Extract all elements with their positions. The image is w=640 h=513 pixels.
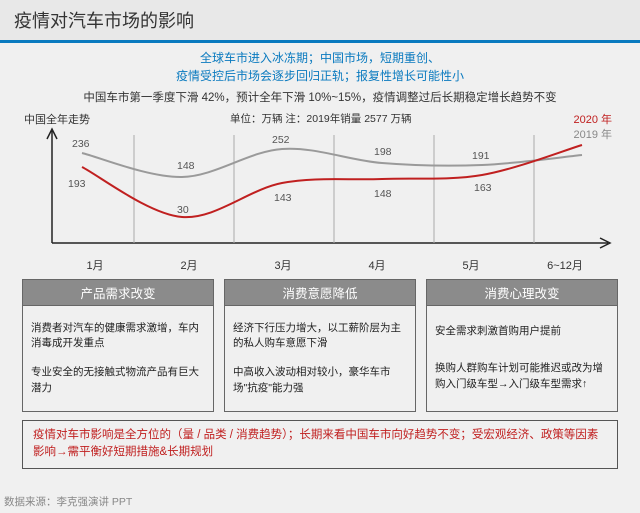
panel-text: 经济下行压力增大，以工薪阶层为主的私人购车意愿下滑 (233, 321, 407, 353)
panel-body: 经济下行压力增大，以工薪阶层为主的私人购车意愿下滑中高收入波动相对较小，豪华车市… (224, 306, 416, 412)
chart-unit-label: 单位：万辆 注：2019年销量 2577 万辆 (230, 111, 411, 126)
series-line-2019 (82, 149, 582, 177)
point-label: 30 (177, 204, 189, 216)
point-label: 193 (68, 178, 86, 190)
panel-text: 换购人群购车计划可能推迟或改为增购入门级车型→入门级车型需求↑ (435, 361, 609, 393)
month-label: 3月 (236, 257, 330, 273)
point-label: 252 (272, 134, 290, 146)
panels-row: 产品需求改变消费者对汽车的健康需求激增，车内消毒成开发重点专业安全的无接触式物流… (0, 273, 640, 416)
panel: 消费意愿降低经济下行压力增大，以工薪阶层为主的私人购车意愿下滑中高收入波动相对较… (224, 279, 416, 412)
point-label: 198 (374, 146, 392, 158)
subtitle-line-1: 全球车市进入冰冻期；中国市场，短期重创、 (0, 49, 640, 67)
month-label: 5月 (424, 257, 518, 273)
panel-text: 安全需求刺激首购用户提前 (435, 324, 609, 340)
context-line: 中国车市第一季度下滑 42%，预计全年下滑 10%~15%，疫情调整过后长期稳定… (0, 87, 640, 111)
chart-section: 中国全年走势 单位：万辆 注：2019年销量 2577 万辆 2020 年 20… (0, 111, 640, 273)
footer-box: 疫情对车市影响是全方位的（量 / 品类 / 消费趋势）；长期来看中国车市向好趋势… (22, 420, 618, 469)
point-label: 191 (472, 150, 490, 162)
point-label: 236 (72, 138, 90, 150)
page-title: 疫情对汽车市场的影响 (14, 7, 626, 33)
axes (47, 129, 610, 248)
panel-text: 中高收入波动相对较小，豪华车市场"抗疫"能力强 (233, 365, 407, 397)
series-line-2020 (82, 145, 582, 217)
panel-body: 消费者对汽车的健康需求激增，车内消毒成开发重点专业安全的无接触式物流产品有巨大潜… (22, 306, 214, 412)
subtitle-block: 全球车市进入冰冻期；中国市场，短期重创、 疫情受控后市场会逐步回归正轨；报复性增… (0, 43, 640, 87)
point-label: 148 (374, 188, 392, 200)
point-label: 143 (274, 192, 292, 204)
point-label: 148 (177, 160, 195, 172)
month-label: 2月 (142, 257, 236, 273)
panel-body: 安全需求刺激首购用户提前换购人群购车计划可能推迟或改为增购入门级车型→入门级车型… (426, 306, 618, 412)
month-label: 1月 (48, 257, 142, 273)
month-label: 4月 (330, 257, 424, 273)
panel-text: 消费者对汽车的健康需求激增，车内消毒成开发重点 (31, 321, 205, 353)
header-bar: 疫情对汽车市场的影响 (0, 0, 640, 43)
panel-header: 消费意愿降低 (224, 279, 416, 306)
chart-svg: 236 148 252 198 191 193 30 143 148 163 (22, 125, 618, 255)
month-label: 6~12月 (518, 257, 612, 273)
subtitle-line-2: 疫情受控后市场会逐步回归正轨；报复性增长可能性小 (0, 67, 640, 85)
panel-header: 消费心理改变 (426, 279, 618, 306)
point-label: 163 (474, 182, 492, 194)
panel: 产品需求改变消费者对汽车的健康需求激增，车内消毒成开发重点专业安全的无接触式物流… (22, 279, 214, 412)
panel-header: 产品需求改变 (22, 279, 214, 306)
month-row: 1月2月3月4月5月6~12月 (48, 257, 612, 273)
panel-text: 专业安全的无接触式物流产品有巨大潜力 (31, 365, 205, 397)
series-group: 236 148 252 198 191 193 30 143 148 163 (68, 134, 582, 217)
source-line: 数据来源：李克强演讲 PPT (0, 494, 132, 509)
panel: 消费心理改变安全需求刺激首购用户提前换购人群购车计划可能推迟或改为增购入门级车型… (426, 279, 618, 412)
